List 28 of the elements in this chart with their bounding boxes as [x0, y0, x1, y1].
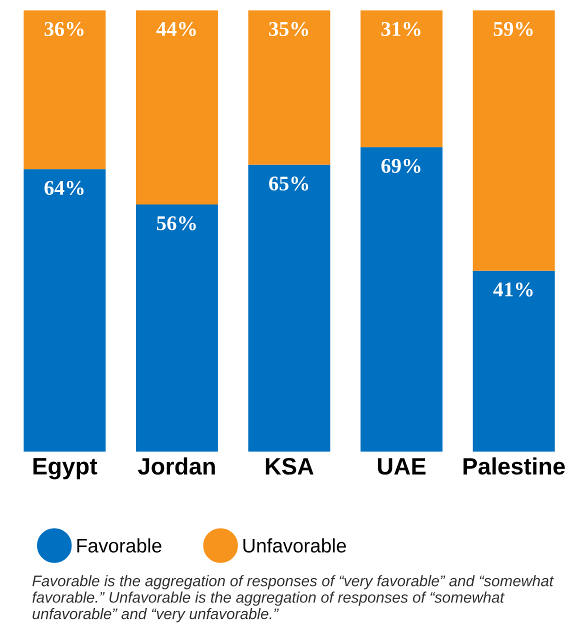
- data-label: 69%: [381, 158, 420, 173]
- bar: [24, 10, 106, 170]
- data-label: 36%: [44, 22, 84, 36]
- data-label: 35%: [269, 22, 308, 36]
- data-label: 41%: [493, 282, 533, 297]
- legend-label: Favorable: [77, 538, 162, 553]
- data-label: 64%: [44, 180, 84, 196]
- x-tick-label: Palestine: [464, 457, 565, 475]
- x-tick-label: Jordan: [138, 457, 215, 475]
- x-tick-label: KSA: [266, 458, 314, 475]
- data-label: 65%: [269, 176, 308, 191]
- data-label: 31%: [381, 22, 420, 36]
- x-tick-label: UAE: [378, 458, 426, 475]
- bar: [360, 147, 443, 452]
- bar: [472, 270, 555, 452]
- bar: [136, 204, 218, 452]
- legend-label: Unfavorable: [243, 538, 346, 553]
- text: Favorable is the aggregation of responses of “very favorable” and “somewhat favorable.” Unfavorable is the aggregation of responses of “somewhat unfavorable” and “very unfavorable.”: [32, 575, 554, 622]
- data-label: 59%: [494, 22, 533, 36]
- data-label: 56%: [156, 216, 196, 230]
- data-label: 44%: [156, 22, 196, 36]
- bar: [24, 169, 106, 452]
- bar: [136, 10, 218, 205]
- bar: [472, 10, 555, 271]
- x-tick-label: Egypt: [33, 458, 98, 480]
- bar: [248, 10, 330, 165]
- bar: [360, 10, 443, 148]
- bar: [248, 164, 330, 452]
